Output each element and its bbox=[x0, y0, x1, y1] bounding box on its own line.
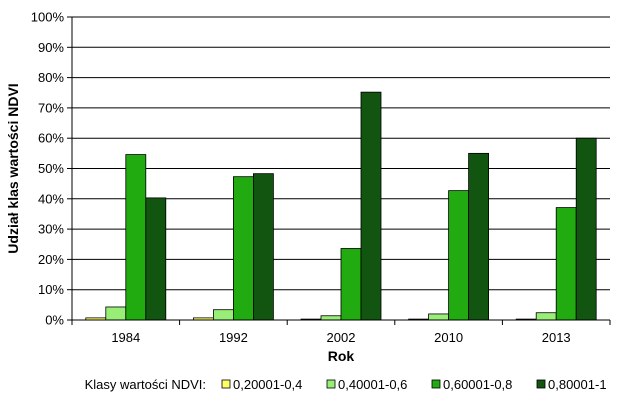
y-tick-label: 50% bbox=[38, 161, 64, 176]
y-tick-label: 80% bbox=[38, 70, 64, 85]
bar bbox=[232, 176, 254, 321]
y-tick-label: 40% bbox=[38, 191, 64, 206]
bar bbox=[448, 190, 470, 321]
x-tick-label: 2010 bbox=[434, 330, 463, 345]
bar bbox=[212, 309, 234, 321]
legend-label: 0,40001-0,6 bbox=[338, 377, 407, 392]
y-tick-label: 100% bbox=[31, 10, 65, 25]
bar bbox=[320, 315, 342, 321]
bar bbox=[555, 207, 577, 321]
legend-title: Klasy wartości NDVI: bbox=[85, 377, 206, 392]
x-tick-label: 1984 bbox=[111, 330, 140, 345]
x-tick-label: 2013 bbox=[542, 330, 571, 345]
bar bbox=[575, 137, 597, 321]
bar bbox=[360, 91, 382, 321]
legend-swatch bbox=[536, 379, 546, 389]
legend: Klasy wartości NDVI: 0,20001-0,4 0,40001-… bbox=[85, 377, 607, 392]
x-axis-title: Rok bbox=[328, 348, 355, 364]
y-tick-label: 30% bbox=[38, 222, 64, 237]
y-tick-label: 90% bbox=[38, 40, 64, 55]
bar bbox=[105, 306, 127, 321]
legend-label: 0,80001-1 bbox=[548, 377, 607, 392]
y-tick-labels: 0% 10% 20% 30% 40% 50% 60% 70% 80% 90% 100% bbox=[31, 10, 65, 328]
y-tick-label: 0% bbox=[45, 313, 64, 328]
legend-swatch bbox=[221, 379, 231, 389]
bar bbox=[535, 312, 557, 321]
axes bbox=[67, 16, 611, 325]
y-tick-label: 60% bbox=[38, 131, 64, 146]
y-tick-label: 10% bbox=[38, 282, 64, 297]
x-tick-labels: 1984 1992 2002 2010 2013 bbox=[111, 330, 570, 345]
bar bbox=[428, 313, 450, 321]
y-axis-title: Udział klas wartości NDVI bbox=[5, 83, 21, 253]
bar bbox=[340, 248, 362, 321]
y-tick-label: 20% bbox=[38, 252, 64, 267]
bars bbox=[85, 91, 597, 321]
y-tick-label: 70% bbox=[38, 100, 64, 115]
bar bbox=[125, 154, 147, 321]
bar bbox=[145, 197, 167, 321]
legend-swatch bbox=[431, 379, 441, 389]
legend-swatch bbox=[326, 379, 336, 389]
x-tick-label: 2002 bbox=[327, 330, 356, 345]
legend-label: 0,20001-0,4 bbox=[233, 377, 302, 392]
bar bbox=[252, 173, 274, 321]
x-tick-label: 1992 bbox=[219, 330, 248, 345]
legend-label: 0,60001-0,8 bbox=[443, 377, 512, 392]
bar bbox=[468, 152, 490, 321]
